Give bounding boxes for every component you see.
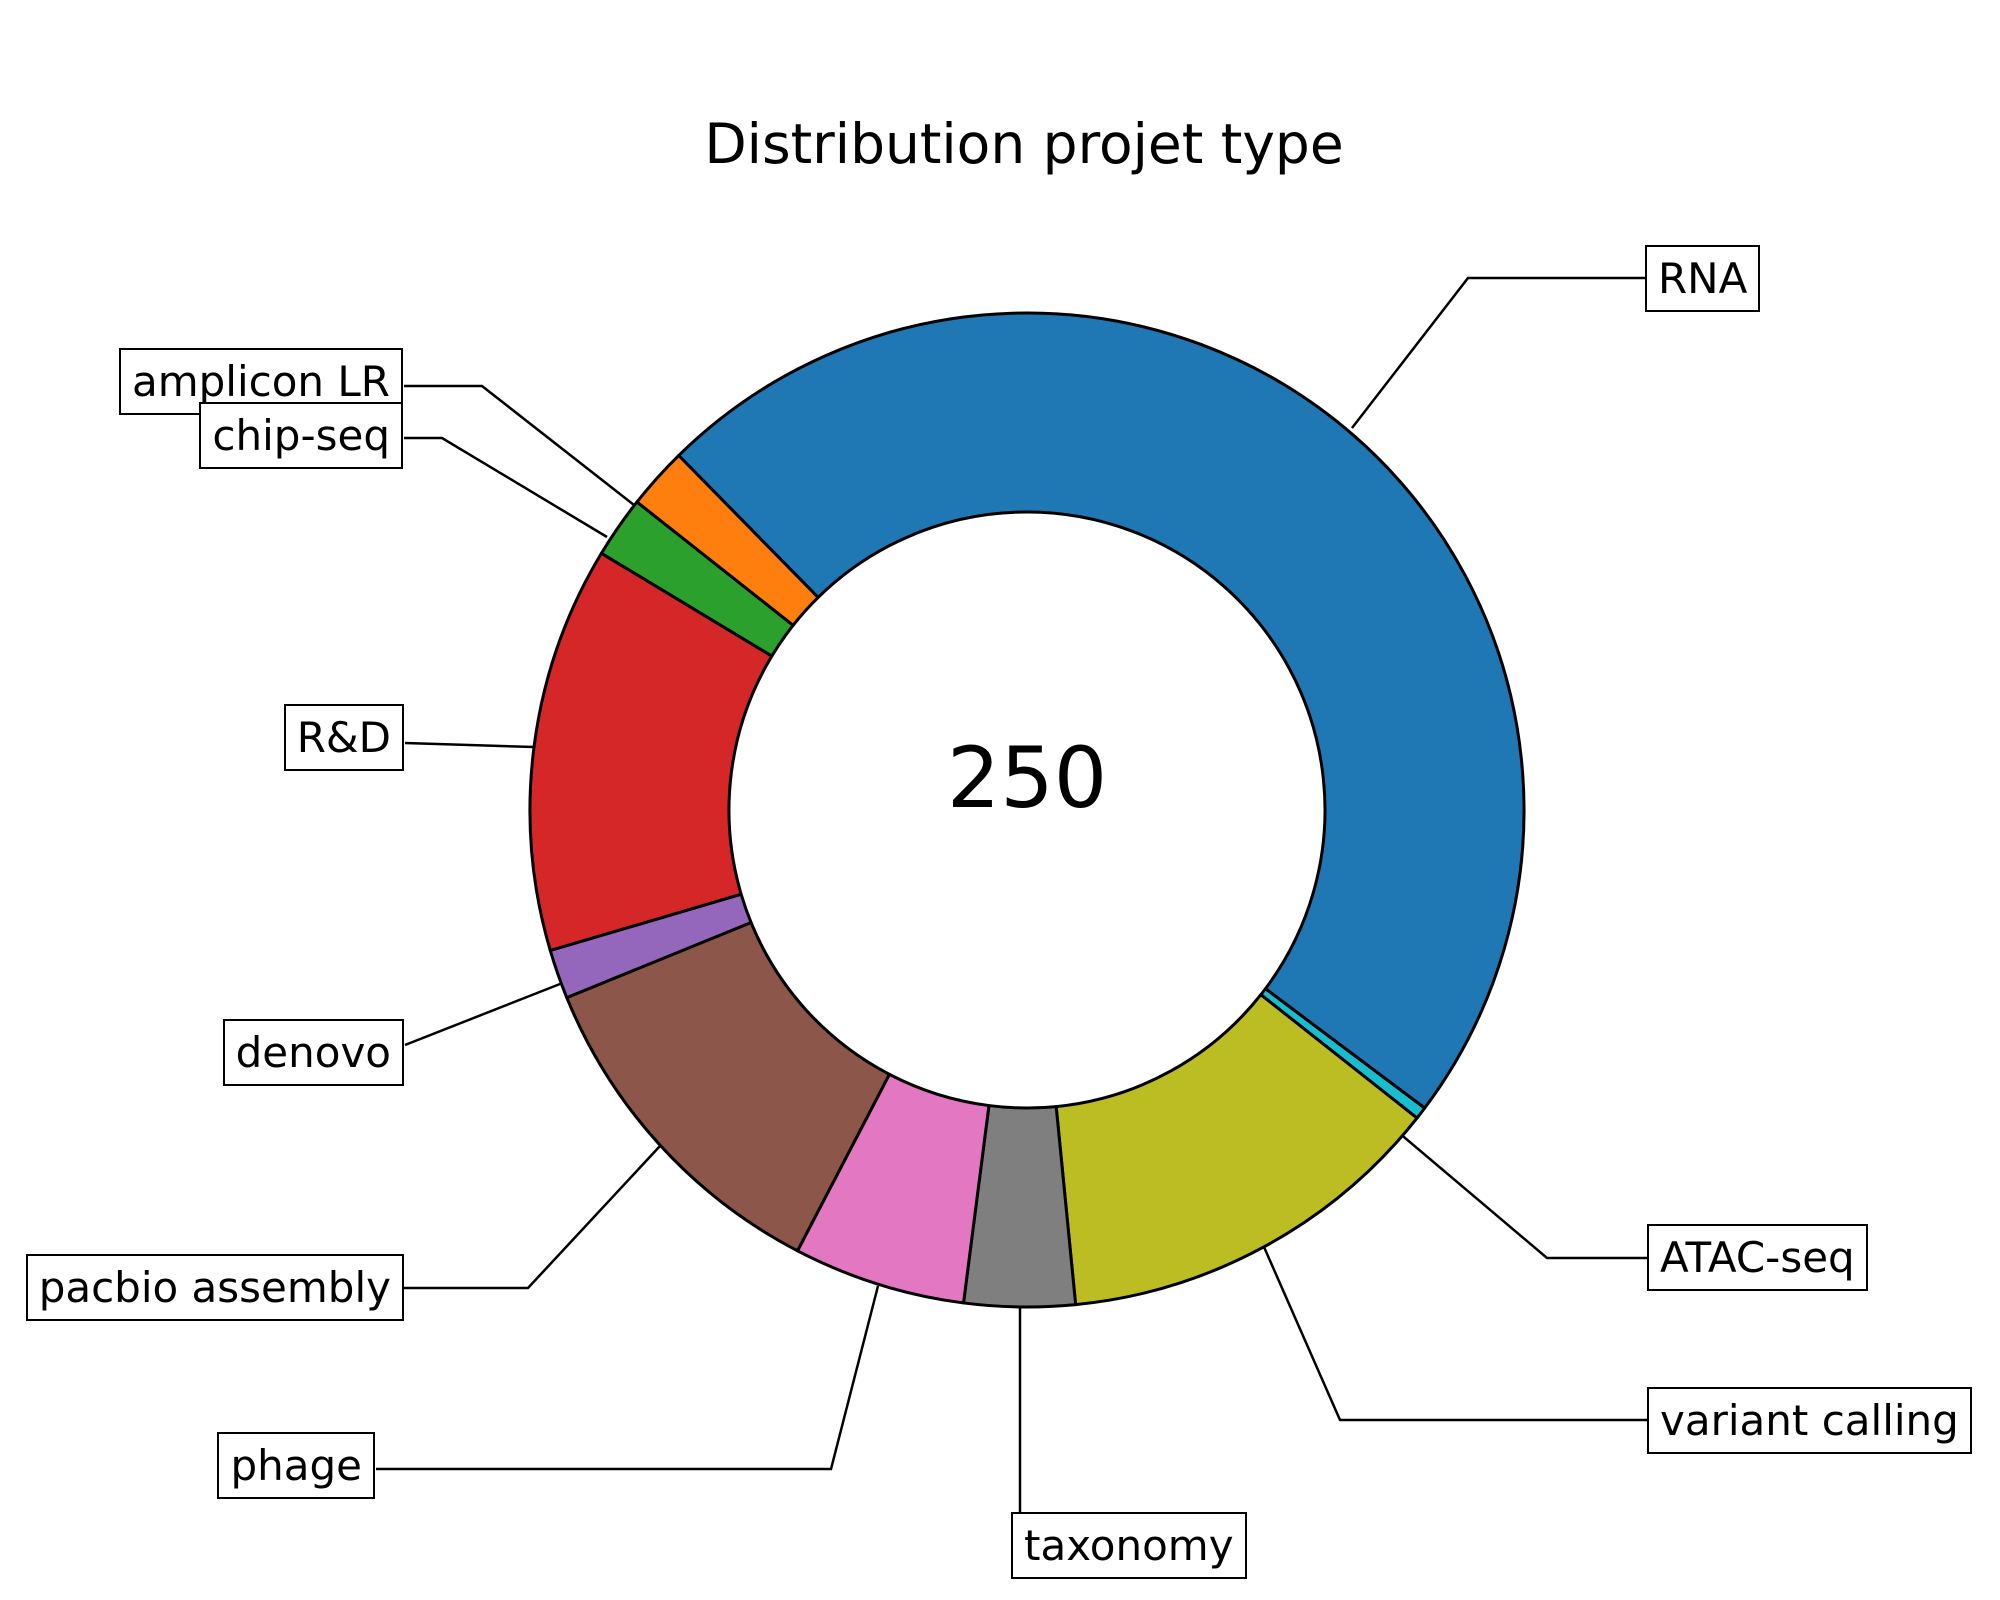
wedge-amplicon-lr bbox=[635, 454, 820, 627]
center-total-value: 250 bbox=[946, 729, 1108, 827]
wedge-rna bbox=[677, 311, 1526, 1110]
label-box-phage: phage bbox=[217, 1432, 375, 1499]
leader-line-chip-seq bbox=[404, 436, 608, 539]
label-box-rna: RNA bbox=[1645, 245, 1761, 312]
leader-lines bbox=[376, 276, 1647, 1512]
leader-line-denovo bbox=[404, 982, 561, 1047]
label-box-rd: R&D bbox=[283, 704, 404, 771]
leader-line-phage bbox=[376, 1285, 880, 1471]
leader-line-r-d bbox=[404, 741, 535, 749]
leader-line-variant-calling bbox=[1262, 1246, 1647, 1422]
leader-line-amplicon-lr bbox=[404, 384, 635, 506]
label-box-atac-seq: ATAC-seq bbox=[1647, 1224, 1868, 1291]
label-box-variant-calling: variant calling bbox=[1647, 1387, 1972, 1454]
label-box-chip-seq: chip-seq bbox=[199, 402, 403, 469]
donut-wedges bbox=[528, 311, 1526, 1309]
leader-line-pacbio-assembly bbox=[404, 1145, 661, 1290]
label-box-denovo: denovo bbox=[222, 1019, 404, 1086]
label-box-taxonomy: taxonomy bbox=[1011, 1512, 1247, 1579]
leader-line-rna bbox=[1351, 276, 1645, 429]
leader-line-atac-seq bbox=[1397, 1131, 1647, 1260]
chart-title: Distribution projet type bbox=[704, 112, 1344, 176]
label-box-pacbio-assembly: pacbio assembly bbox=[25, 1254, 404, 1321]
wedge-r-d bbox=[528, 551, 774, 952]
wedge-variant-calling bbox=[1054, 993, 1419, 1307]
